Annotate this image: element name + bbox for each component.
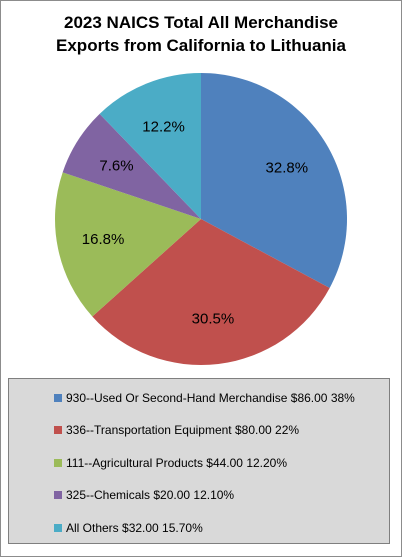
legend-label-3: 325--Chemicals $20.00 12.10%: [66, 488, 235, 502]
legend-label-0: 930--Used Or Second-Hand Merchandise $86…: [66, 391, 355, 405]
legend-swatch-3: [54, 491, 62, 499]
pie-slice-0: [201, 73, 347, 288]
data-label-4: 12.2%: [142, 118, 185, 135]
legend-entry-3: 325--Chemicals $20.00 12.10%: [54, 488, 234, 502]
legend-swatch-1: [54, 426, 62, 434]
legend-label-2: 111--Agricultural Products $44.00 12.20%: [66, 456, 288, 470]
pie-slice-4: [99, 73, 201, 219]
data-label-2: 16.8%: [82, 231, 125, 248]
legend-swatch-0: [54, 394, 62, 402]
legend-swatch-4: [54, 524, 62, 532]
chart-title-line-2: Exports from California to Lithuania: [56, 36, 346, 55]
chart-title: 2023 NAICS Total All Merchandise Exports…: [1, 11, 401, 57]
data-label-0: 32.8%: [266, 160, 309, 177]
legend-swatch-2: [54, 459, 62, 467]
chart-title-line-1: 2023 NAICS Total All Merchandise: [64, 13, 338, 32]
legend-entry-2: 111--Agricultural Products $44.00 12.20%: [54, 456, 287, 470]
legend-entry-0: 930--Used Or Second-Hand Merchandise $86…: [54, 391, 355, 405]
legend-label-1: 336--Transportation Equipment $80.00 22%: [66, 423, 300, 437]
chart-legend: 930--Used Or Second-Hand Merchandise $86…: [8, 378, 390, 544]
pie-slice-2: [55, 172, 202, 317]
data-label-1: 30.5%: [192, 310, 235, 327]
legend-entry-4: All Others $32.00 15.70%: [54, 521, 203, 535]
pie-slice-1: [92, 219, 330, 365]
data-label-3: 7.6%: [99, 158, 133, 175]
pie-slice-3: [62, 113, 201, 219]
legend-label-4: All Others $32.00 15.70%: [66, 521, 203, 535]
legend-entry-1: 336--Transportation Equipment $80.00 22%: [54, 423, 299, 437]
